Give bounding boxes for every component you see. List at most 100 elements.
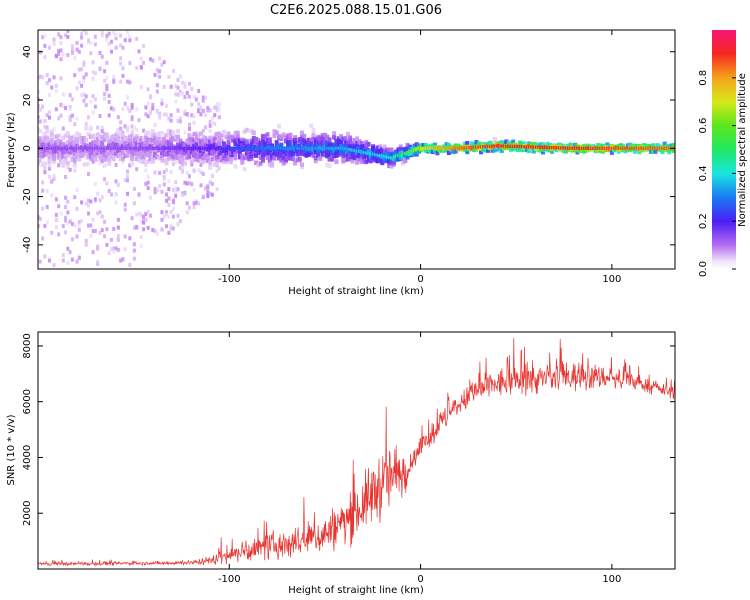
heatmap-cell	[148, 213, 152, 218]
heatmap-cell	[59, 57, 63, 62]
heatmap-cell	[137, 146, 141, 150]
heatmap-cell	[199, 146, 203, 150]
heatmap-cell	[488, 144, 492, 148]
heatmap-cell	[77, 153, 82, 158]
heatmap-cell	[325, 162, 330, 168]
heatmap-cell	[206, 191, 210, 196]
heatmap-cell	[68, 117, 72, 122]
heatmap-cell	[63, 133, 68, 139]
heatmap-cell	[54, 53, 58, 58]
heatmap-cell	[213, 105, 217, 110]
heatmap-cell	[42, 138, 47, 143]
heatmap-cell	[128, 80, 132, 85]
heatmap-cell	[139, 154, 144, 160]
heatmap-cell	[272, 152, 277, 158]
heatmap-cell	[314, 146, 318, 150]
heatmap-cell	[293, 146, 297, 150]
heatmap-cell	[309, 123, 314, 128]
heatmap-cell	[334, 151, 339, 157]
heatmap-cell	[70, 237, 74, 242]
heatmap-cell	[63, 159, 68, 164]
heatmap-cell	[40, 139, 45, 144]
heatmap-cell	[330, 146, 334, 150]
heatmap-cell	[126, 178, 130, 183]
heatmap-cell	[208, 135, 213, 141]
heatmap-cell	[130, 124, 134, 129]
heatmap-cell	[68, 219, 72, 224]
heatmap-cell	[518, 145, 522, 149]
heatmap-cell	[352, 138, 357, 143]
heatmap-cell	[360, 150, 364, 154]
heatmap-cell	[54, 134, 59, 139]
heatmap-cell	[41, 188, 45, 193]
heatmap-cell	[162, 170, 166, 175]
heatmap-cell	[144, 112, 148, 117]
heatmap-cell	[451, 149, 456, 155]
heatmap-cell	[199, 159, 203, 164]
heatmap-cell	[288, 132, 293, 138]
heatmap-cell	[130, 102, 134, 107]
heatmap-cell	[337, 146, 341, 150]
heatmap-cell	[247, 146, 251, 150]
heatmap-cell	[201, 156, 206, 161]
heatmap-cell	[433, 142, 438, 148]
heatmap-cell	[107, 148, 111, 153]
heatmap-cell	[219, 155, 224, 160]
heatmap-cell	[45, 189, 49, 194]
heatmap-cell	[249, 156, 254, 161]
heatmap-cell	[407, 146, 412, 151]
heatmap-cell	[221, 153, 226, 158]
heatmap-cell	[114, 45, 118, 50]
snr-frame	[37, 331, 676, 570]
heatmap-cell	[252, 146, 256, 150]
heatmap-cell	[254, 160, 259, 166]
heatmap-cell	[396, 147, 401, 152]
heatmap-cell	[127, 149, 132, 155]
heatmap-cell	[306, 140, 311, 145]
heatmap-cell	[251, 139, 256, 144]
heatmap-cell	[164, 132, 169, 138]
heatmap-cell	[474, 145, 478, 149]
heatmap-cell	[299, 164, 304, 170]
heatmap-cell	[221, 141, 226, 146]
heatmap-cell	[61, 163, 66, 168]
heatmap-cell	[70, 149, 75, 154]
heatmap-cell	[97, 140, 102, 146]
heatmap-cell	[242, 166, 247, 172]
heatmap-cell	[318, 137, 323, 143]
heatmap-cell	[148, 57, 152, 62]
heatmap-cell	[240, 137, 245, 142]
heatmap-cell	[68, 107, 72, 112]
heatmap-cell	[561, 147, 566, 153]
heatmap-cell	[283, 151, 288, 157]
heatmap-cell	[43, 224, 47, 229]
heatmap-cell	[527, 145, 531, 149]
heatmap-cell	[651, 143, 656, 149]
heatmap-cell	[165, 146, 169, 150]
heatmap-cell	[41, 206, 45, 211]
heatmap-cell	[146, 101, 150, 106]
heatmap-cell	[465, 149, 470, 155]
heatmap-cell	[70, 154, 75, 159]
heatmap-cell	[646, 143, 651, 149]
heatmap-cell	[164, 160, 169, 166]
heatmap-cell	[283, 139, 288, 144]
heatmap-cell	[206, 187, 210, 192]
heatmap-cell	[176, 155, 181, 161]
heatmap-cell	[166, 140, 171, 145]
heatmap-cell	[178, 143, 183, 148]
heatmap-cell	[201, 95, 205, 100]
heatmap-cell	[215, 108, 219, 113]
heatmap-cell	[87, 39, 91, 44]
heatmap-cell	[199, 105, 203, 110]
heatmap-cell	[469, 141, 474, 146]
heatmap-cell	[371, 144, 376, 149]
heatmap-cell	[183, 95, 187, 100]
heatmap-cell	[390, 156, 394, 160]
heatmap-cell	[378, 148, 383, 153]
heatmap-cell	[185, 149, 190, 154]
heatmap-cell	[198, 131, 203, 136]
heatmap-cell	[180, 149, 185, 155]
heatmap-cell	[171, 214, 175, 219]
